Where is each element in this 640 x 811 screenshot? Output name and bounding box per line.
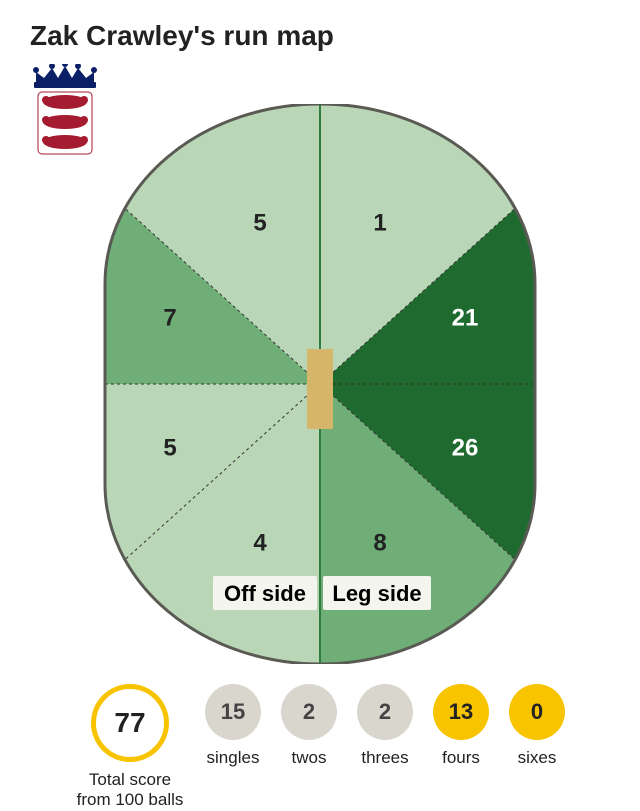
- total-score-value: 77: [114, 707, 145, 739]
- stat-fours: 13 fours: [433, 684, 489, 768]
- stats-row: 77 Total score from 100 balls 15 singles 2…: [30, 684, 610, 811]
- sector-value-off-bottom: 4: [253, 529, 267, 556]
- sector-value-leg-top: 1: [373, 209, 386, 236]
- stat-total: 77 Total score from 100 balls: [75, 684, 185, 811]
- stat-singles-value: 15: [205, 684, 261, 740]
- off-side-label: Off side: [213, 576, 317, 610]
- total-score-circle: 77: [91, 684, 169, 762]
- stat-twos-label: twos: [292, 748, 327, 768]
- stat-threes-label: threes: [361, 748, 408, 768]
- pitch: [307, 349, 333, 429]
- lions-icon: [38, 92, 92, 154]
- stat-threes-value: 2: [357, 684, 413, 740]
- page-title: Zak Crawley's run map: [30, 20, 610, 52]
- stat-sixes-value: 0: [509, 684, 565, 740]
- stat-singles: 15 singles: [205, 684, 261, 768]
- stat-fours-value: 13: [433, 684, 489, 740]
- crown-icon: [33, 64, 97, 88]
- stat-threes: 2 threes: [357, 684, 413, 768]
- leg-side-label: Leg side: [323, 576, 431, 610]
- stat-twos-value: 2: [281, 684, 337, 740]
- stat-twos: 2 twos: [281, 684, 337, 768]
- run-map: 5 1 7 21 5 26 4 8 Off side Leg side: [65, 104, 575, 664]
- sector-value-off-lower-mid: 5: [163, 434, 176, 461]
- svg-text:Leg side: Leg side: [332, 581, 421, 606]
- sector-value-off-top: 5: [253, 209, 266, 236]
- stat-singles-label: singles: [207, 748, 260, 768]
- total-score-label: Total score from 100 balls: [75, 770, 185, 811]
- stat-sixes-label: sixes: [518, 748, 557, 768]
- sector-value-leg-bottom: 8: [373, 529, 386, 556]
- sector-value-leg-lower-mid: 26: [452, 434, 479, 461]
- stat-sixes: 0 sixes: [509, 684, 565, 768]
- stat-fours-label: fours: [442, 748, 480, 768]
- sector-value-off-upper-mid: 7: [163, 304, 176, 331]
- sector-value-leg-upper-mid: 21: [452, 304, 479, 331]
- svg-text:Off side: Off side: [224, 581, 306, 606]
